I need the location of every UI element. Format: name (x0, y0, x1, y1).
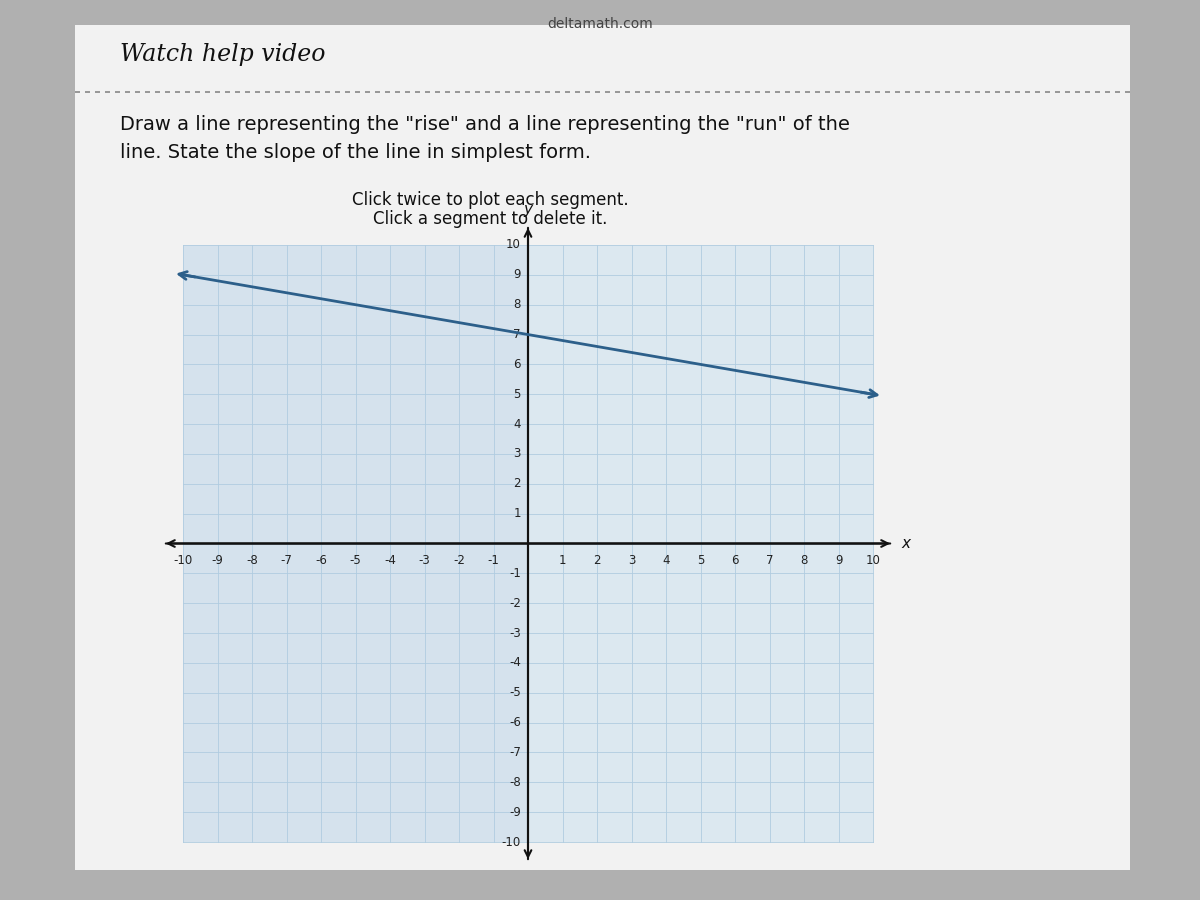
Text: -5: -5 (349, 554, 361, 568)
Text: -3: -3 (509, 626, 521, 640)
Text: -2: -2 (509, 597, 521, 609)
Text: -3: -3 (419, 554, 431, 568)
Text: -8: -8 (246, 554, 258, 568)
Text: 4: 4 (514, 418, 521, 430)
Text: 9: 9 (514, 268, 521, 282)
Text: deltamath.com: deltamath.com (547, 17, 653, 31)
Text: 6: 6 (731, 554, 739, 568)
Text: line. State the slope of the line in simplest form.: line. State the slope of the line in sim… (120, 142, 592, 161)
Text: -10: -10 (173, 554, 193, 568)
Text: -1: -1 (509, 567, 521, 580)
Text: -4: -4 (384, 554, 396, 568)
Text: -5: -5 (509, 686, 521, 699)
Text: Click a segment to delete it.: Click a segment to delete it. (373, 210, 607, 228)
Text: 1: 1 (559, 554, 566, 568)
Text: 8: 8 (514, 298, 521, 311)
Bar (182, 245, 874, 842)
Text: -10: -10 (502, 835, 521, 849)
Text: 6: 6 (514, 358, 521, 371)
Text: x: x (901, 536, 910, 551)
Text: -8: -8 (509, 776, 521, 788)
Text: -4: -4 (509, 656, 521, 670)
Text: 5: 5 (697, 554, 704, 568)
Text: -1: -1 (487, 554, 499, 568)
Bar (74, 25, 1130, 870)
Text: Click twice to plot each segment.: Click twice to plot each segment. (352, 191, 629, 209)
Text: 10: 10 (865, 554, 881, 568)
Text: 8: 8 (800, 554, 808, 568)
Text: 1: 1 (514, 508, 521, 520)
Text: 9: 9 (835, 554, 842, 568)
Text: -7: -7 (509, 746, 521, 759)
Text: 4: 4 (662, 554, 670, 568)
Text: 10: 10 (506, 238, 521, 251)
Bar (182, 245, 528, 842)
Text: -2: -2 (454, 554, 464, 568)
Text: y: y (523, 202, 533, 217)
Text: 7: 7 (514, 328, 521, 341)
Text: 2: 2 (514, 477, 521, 490)
Text: Draw a line representing the "rise" and a line representing the "run" of the: Draw a line representing the "rise" and … (120, 115, 850, 134)
Text: Watch help video: Watch help video (120, 43, 325, 67)
Text: -9: -9 (509, 806, 521, 819)
Text: 3: 3 (628, 554, 635, 568)
Text: -6: -6 (509, 716, 521, 729)
Text: 2: 2 (593, 554, 601, 568)
Text: -7: -7 (281, 554, 293, 568)
Text: -6: -6 (316, 554, 326, 568)
Text: 7: 7 (766, 554, 773, 568)
Text: 3: 3 (514, 447, 521, 461)
Text: -9: -9 (211, 554, 223, 568)
Text: 5: 5 (514, 388, 521, 400)
